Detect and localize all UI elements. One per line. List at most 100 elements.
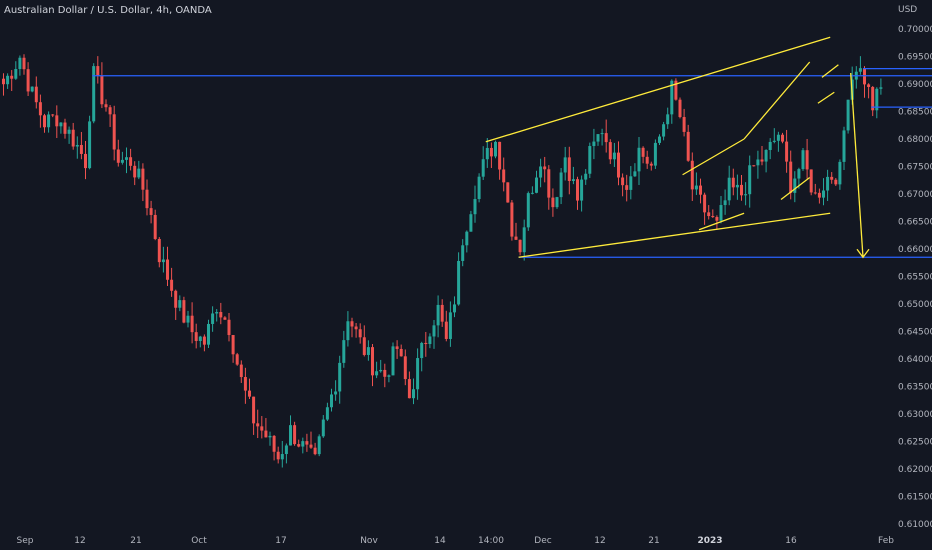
candle-body (699, 185, 702, 195)
candle-body (149, 208, 153, 215)
candle-body (309, 444, 313, 448)
candle-body (391, 346, 395, 376)
candle-body (170, 279, 174, 291)
candle-body (211, 313, 215, 324)
candle-body (157, 238, 161, 263)
candle-body (153, 214, 157, 239)
candle-body (375, 371, 379, 376)
candle-body (649, 163, 653, 166)
price-tick-label: 0.67000 (898, 190, 932, 200)
time-tick-label: Dec (534, 536, 551, 546)
candle-body (633, 171, 637, 177)
candle-body (658, 136, 661, 143)
candle-body (354, 326, 358, 330)
trendline (821, 64, 839, 78)
candle-body (34, 86, 38, 103)
candle-body (694, 185, 698, 190)
price-tick-label: 0.69500 (898, 53, 932, 63)
candle-body (567, 157, 571, 181)
candle-body (834, 179, 838, 185)
candle-body (858, 68, 862, 72)
candle-body (625, 185, 629, 190)
candle-body (444, 321, 448, 339)
candle-body (617, 152, 620, 178)
candle-body (735, 184, 739, 188)
candle-body (793, 178, 797, 193)
candle-body (748, 165, 752, 195)
time-tick-label: 12 (74, 536, 85, 546)
candle-body (744, 194, 748, 196)
time-tick-label: 17 (275, 536, 286, 546)
candle-body (481, 159, 485, 177)
candle-body (137, 168, 141, 178)
price-tick-label: 0.61000 (898, 520, 932, 530)
candle-body (120, 159, 124, 163)
candle-body (740, 184, 743, 196)
candle-body (71, 129, 75, 147)
price-tick-label: 0.66500 (898, 218, 932, 228)
candle-body (637, 147, 641, 172)
candle-body (190, 315, 194, 333)
candle-body (358, 329, 362, 338)
price-axis: 0.70000 0.69500 0.69000 0.68500 0.68000 0.675… (898, 25, 932, 530)
candle-body (621, 177, 625, 186)
candle-body (313, 447, 317, 455)
candle-body (186, 315, 190, 323)
candle-body (588, 146, 592, 174)
time-tick-label: 14:00 (478, 536, 504, 546)
price-tick-label: 0.64000 (898, 355, 932, 365)
candle-body (268, 435, 272, 438)
candle-body (830, 176, 834, 180)
candle-body (842, 130, 846, 162)
trendline (780, 176, 811, 201)
candle-body (801, 150, 805, 170)
time-tick-label: 21 (648, 536, 659, 546)
annotations-group (92, 36, 932, 259)
candle-body (551, 197, 555, 208)
candle-body (202, 336, 206, 345)
candle-body (116, 149, 120, 163)
candle-body (26, 69, 30, 92)
candle-body (805, 150, 809, 170)
candle-body (141, 168, 145, 190)
candle-body (420, 342, 424, 359)
candle-body (875, 88, 879, 111)
candle-body (522, 227, 526, 253)
candle-body (453, 304, 456, 313)
candle-body (809, 169, 813, 193)
candle-body (55, 115, 59, 127)
candle-body (678, 99, 682, 118)
candle-body (781, 134, 784, 142)
candle-body (252, 396, 256, 424)
time-tick-label: Nov (360, 536, 378, 546)
candle-body (592, 141, 596, 147)
candle-body (690, 160, 694, 190)
candle-body (399, 348, 403, 357)
candle-body (395, 346, 399, 349)
candle-body (469, 214, 473, 232)
candle-body (59, 122, 63, 127)
candle-body (383, 369, 387, 377)
candle-body (457, 260, 461, 305)
time-tick-label: Sep (17, 536, 34, 546)
candle-body (428, 336, 432, 345)
candle-body (145, 189, 149, 209)
candle-body (711, 216, 715, 218)
candle-body (338, 362, 342, 392)
time-tick-label: Oct (191, 536, 207, 546)
candle-body (6, 75, 10, 85)
candle-body (653, 142, 657, 166)
candle-body (51, 114, 55, 116)
price-tick-label: 0.63000 (898, 410, 932, 420)
time-tick-label: 16 (785, 536, 797, 546)
candle-body (596, 134, 600, 142)
trendline (698, 212, 745, 231)
candle-body (108, 107, 112, 115)
candle-body (47, 114, 51, 128)
candle-body (530, 192, 534, 194)
candle-body (715, 217, 719, 221)
candle-body (879, 87, 883, 89)
candle-body (412, 389, 415, 399)
candle-body (600, 133, 604, 135)
